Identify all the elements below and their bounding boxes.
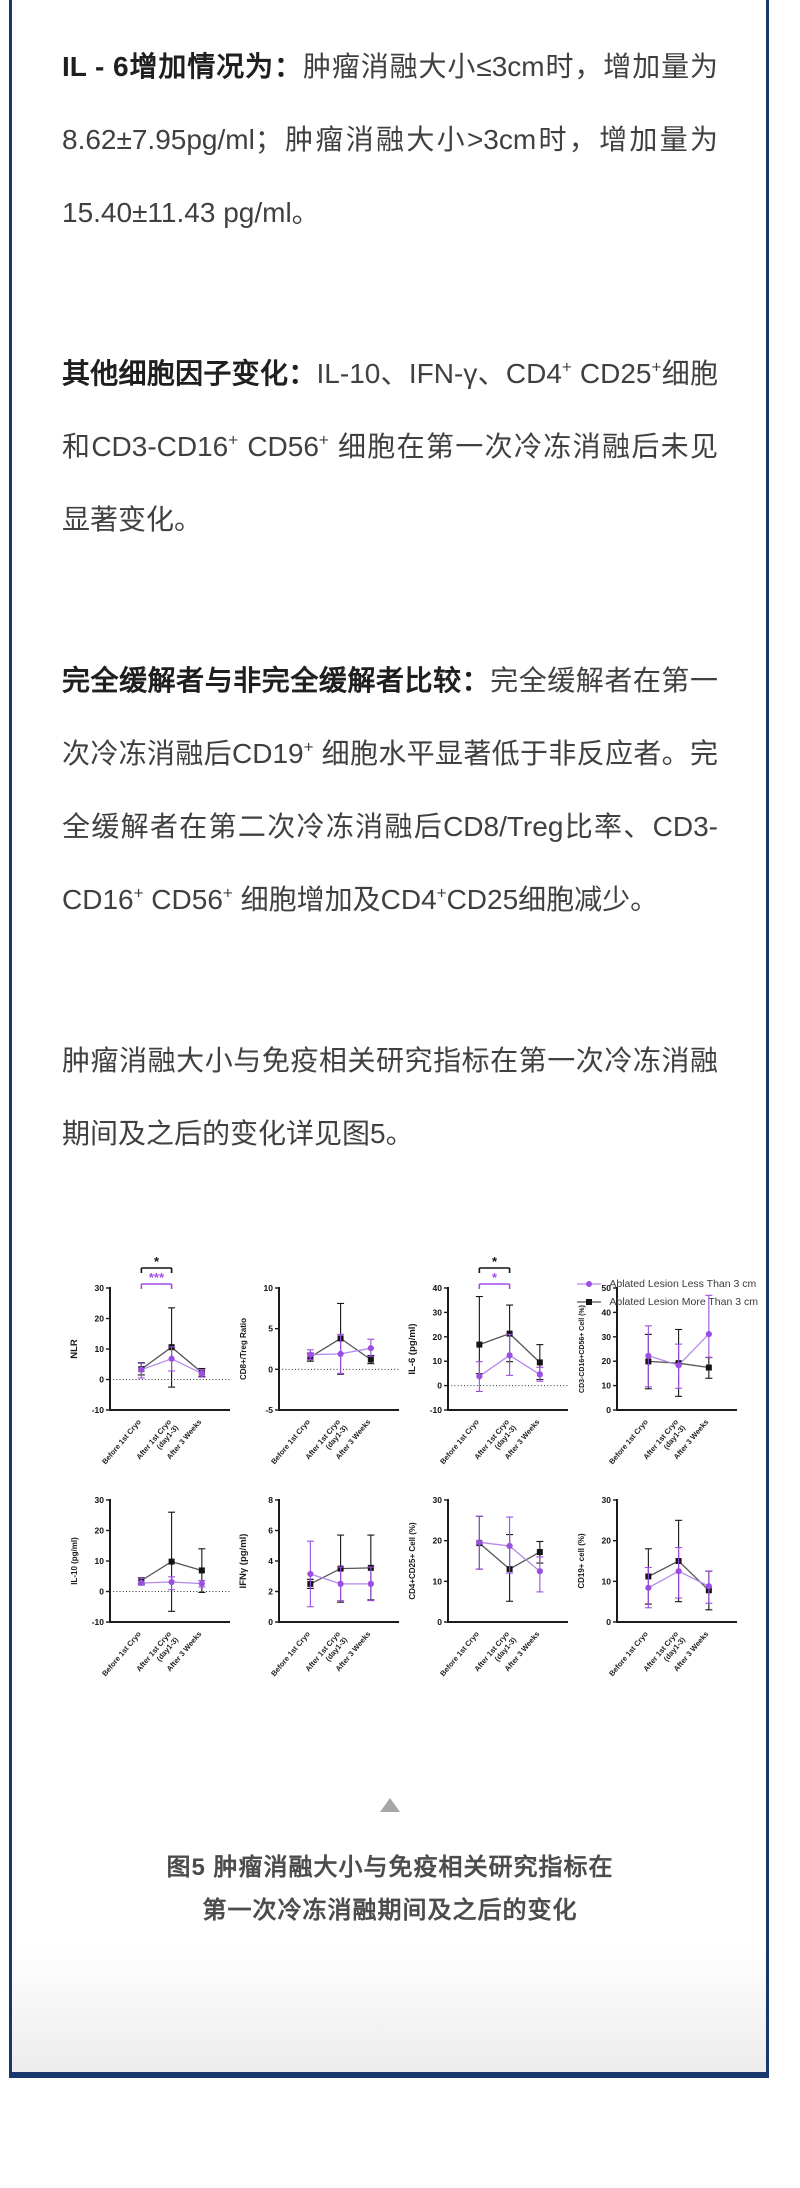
figure-row-1: -10 0 10 20 30 NLR * *** Before 1st Cryo After 1s… [64,1248,740,1482]
series-less [137,1576,206,1591]
legend-item-more: Ablated Lesion More Than 3 cm [576,1296,758,1308]
card-bottom-gradient [12,1947,766,2072]
svg-text:0: 0 [99,1587,104,1597]
svg-text:30: 30 [433,1307,443,1317]
paragraph-figure-reference: 肿瘤消融大小与免疫相关研究指标在第一次冷冻消融期间及之后的变化详见图5。 [62,1045,718,1149]
y-axis-label: IL-10 (pg/ml) [70,1537,79,1585]
series-less [475,1333,544,1393]
legend: Ablated Lesion Less Than 3 cm Ablated Les… [576,1278,758,1308]
svg-text:5: 5 [268,1324,273,1334]
svg-text:10: 10 [433,1576,443,1586]
legend-marker-icon [577,1281,602,1287]
svg-text:10: 10 [433,1356,443,1366]
svg-text:40: 40 [433,1283,443,1293]
svg-text:20: 20 [602,1536,612,1546]
paragraph-il6: IL - 6增加情况为：肿瘤消融大小≤3cm时，增加量为8.62±7.95pg/… [62,51,718,228]
svg-text:0: 0 [268,1617,273,1627]
legend-label: Ablated Lesion More Than 3 cm [609,1296,758,1308]
figure-caption: 图5 肿瘤消融大小与免疫相关研究指标在 第一次冷冻消融期间及之后的变化 [62,1846,718,1932]
svg-text:10: 10 [602,1381,612,1391]
figure-caption-line2: 第一次冷冻消融期间及之后的变化 [202,1897,578,1924]
series-less [306,1540,375,1608]
figure-row-2: -10 0 10 20 30 IL-10 (pg/ml) Before 1st Cryo Af… [64,1460,740,1694]
svg-text:2: 2 [268,1587,273,1597]
svg-text:8: 8 [268,1495,273,1505]
series-less [137,1346,206,1379]
svg-text:50: 50 [602,1283,612,1293]
svg-text:*: * [492,1254,498,1269]
svg-text:30: 30 [95,1283,105,1293]
y-axis-label: CD4+CD25+ Cell (%) [408,1522,417,1600]
series-less [475,1515,544,1593]
svg-text:0: 0 [99,1375,104,1385]
svg-text:0: 0 [437,1381,442,1391]
svg-text:30: 30 [433,1495,443,1505]
svg-text:20: 20 [433,1332,443,1342]
svg-text:0: 0 [268,1364,273,1374]
svg-text:*: * [154,1254,160,1269]
paragraph-responders-comparison: 完全缓解者与非完全缓解者比较：完全缓解者在第一次冷冻消融后CD19+ 细胞水平显… [62,665,718,915]
svg-text:-10: -10 [92,1405,105,1415]
significance-more: * [140,1254,173,1273]
series-less [644,1294,713,1389]
svg-text:0: 0 [606,1617,611,1627]
series-more [475,1295,544,1381]
legend-marker-icon [577,1299,602,1305]
legend-label: Ablated Lesion Less Than 3 cm [609,1278,757,1290]
series-more [137,1511,206,1612]
svg-text:10: 10 [602,1576,612,1586]
svg-text:20: 20 [95,1526,105,1536]
svg-text:-10: -10 [92,1617,105,1627]
significance-less: * [478,1270,511,1289]
svg-text:***: *** [149,1270,165,1285]
svg-text:30: 30 [602,1495,612,1505]
y-axis-label: NLR [69,1339,80,1359]
y-axis-label: CD8+/Treg Ratio [239,1318,248,1380]
figure-5: Ablated Lesion Less Than 3 cm Ablated Les… [64,1248,758,1694]
svg-text:6: 6 [268,1526,273,1536]
paragraph-other-cytokines: 其他细胞因子变化：IL-10、IFN-γ、CD4+ CD25+细胞和CD3-CD… [62,357,718,535]
svg-text:40: 40 [602,1307,612,1317]
y-axis-label: CD19+ cell (%) [577,1533,586,1589]
svg-text:4: 4 [268,1556,273,1566]
y-axis-label: IL-6 (pg/ml) [407,1323,418,1374]
legend-item-less: Ablated Lesion Less Than 3 cm [576,1278,758,1290]
svg-text:20: 20 [433,1536,443,1546]
svg-text:0: 0 [606,1405,611,1415]
svg-text:10: 10 [264,1283,274,1293]
svg-text:10: 10 [95,1344,105,1354]
significance-less: *** [140,1270,173,1289]
svg-text:10: 10 [95,1556,105,1566]
svg-text:*: * [492,1270,498,1285]
article-content: IL - 6增加情况为：肿瘤消融大小≤3cm时，增加量为8.62±7.95pg/… [12,0,766,1932]
svg-text:20: 20 [602,1356,612,1366]
significance-more: * [478,1254,511,1273]
y-axis-label: CD3-CD16+CD56+ Cell (%) [579,1305,586,1393]
svg-text:-10: -10 [430,1405,443,1415]
svg-text:30: 30 [95,1495,105,1505]
series-less [644,1547,713,1609]
svg-text:20: 20 [95,1314,105,1324]
svg-text:-5: -5 [265,1405,273,1415]
svg-text:0: 0 [437,1617,442,1627]
y-axis-label: IFNγ (pg/ml) [238,1534,249,1589]
collapse-triangle-icon[interactable] [380,1798,400,1812]
svg-text:30: 30 [602,1332,612,1342]
series-less [306,1333,375,1374]
article-card: IL - 6增加情况为：肿瘤消融大小≤3cm时，增加量为8.62±7.95pg/… [9,0,769,2078]
figure-caption-line1: 图5 肿瘤消融大小与免疫相关研究指标在 [166,1854,614,1881]
